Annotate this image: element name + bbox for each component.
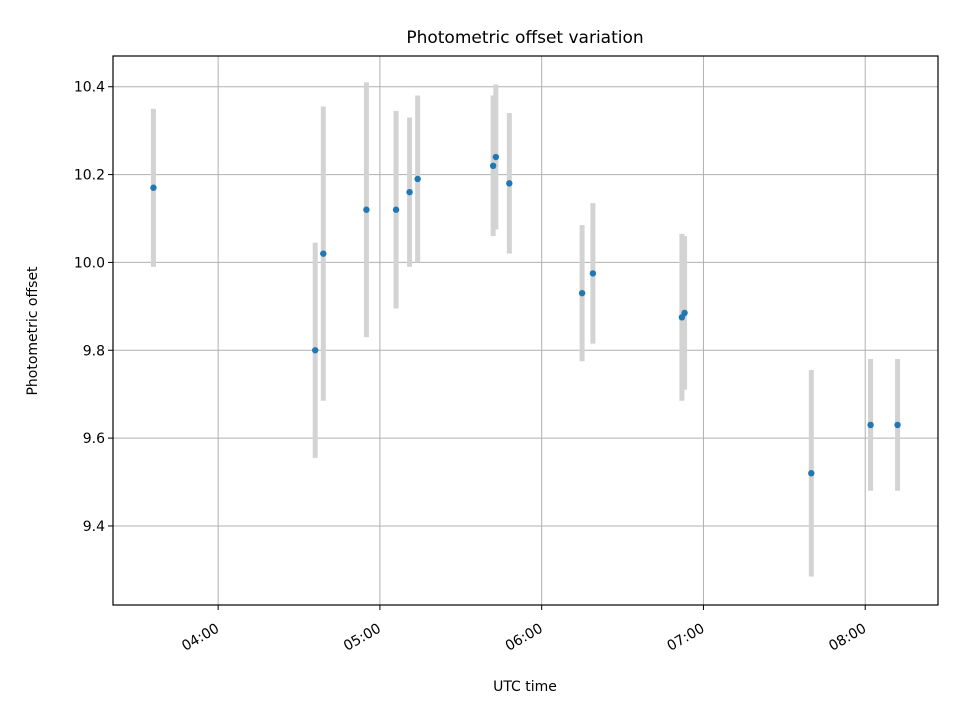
data-point <box>578 289 586 297</box>
data-point <box>320 250 327 257</box>
data-point <box>867 421 874 429</box>
data-points <box>150 153 901 477</box>
y-axis-ticks: 9.4 9.6 9.8 10.0 10.2 10.4 <box>74 80 113 535</box>
data-point <box>312 347 319 354</box>
y-tick-label: 10.2 <box>74 168 105 184</box>
data-point <box>681 309 688 317</box>
data-point <box>414 175 421 183</box>
chart-title: Photometric offset variation <box>406 28 643 48</box>
data-point <box>489 162 497 169</box>
data-point <box>506 180 513 187</box>
data-point <box>363 206 370 213</box>
y-axis-label: Photometric offset <box>25 266 41 396</box>
y-tick-label: 10.4 <box>74 80 105 96</box>
data-point <box>492 153 500 161</box>
data-point <box>808 470 815 477</box>
data-point <box>894 421 901 429</box>
data-point <box>392 206 400 213</box>
data-point <box>589 270 597 277</box>
y-tick-label: 9.4 <box>83 519 105 535</box>
data-point <box>150 184 157 191</box>
y-tick-label: 10.0 <box>74 255 105 271</box>
x-axis-label: UTC time <box>493 679 557 695</box>
grid <box>113 56 938 605</box>
y-tick-label: 9.6 <box>83 431 105 447</box>
plot-frame <box>112 55 939 606</box>
data-point <box>406 188 413 196</box>
y-tick-label: 9.8 <box>83 343 105 359</box>
